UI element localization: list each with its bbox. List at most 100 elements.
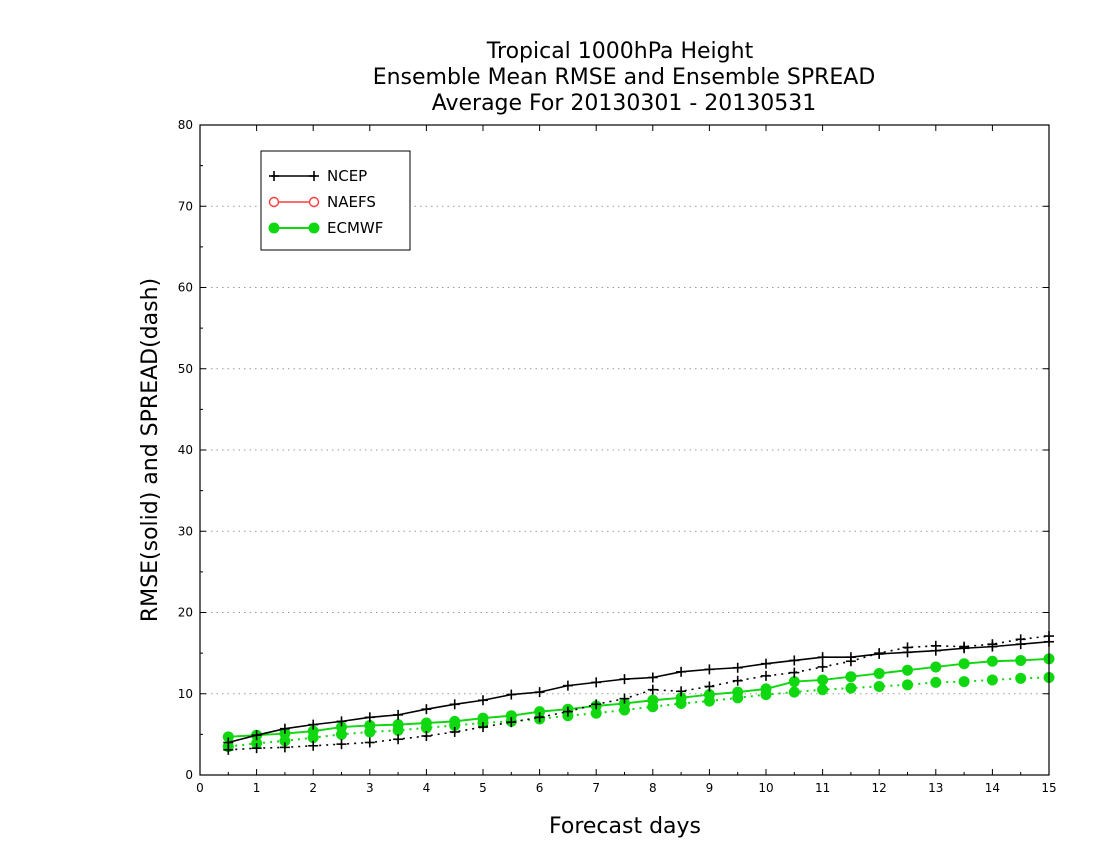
series-ecmwf-rmse-point-26 [958,658,970,670]
series-ecmwf-rmse-line [228,657,1050,738]
series-ecmwf-rmse-point-8 [449,715,461,727]
series-ecmwf-spread-point-24 [902,679,913,691]
series-ncep-rmse-point-25 [930,645,941,656]
series-ncep-spread-point-6 [393,734,404,745]
x-tick-label-4: 4 [423,781,431,795]
y-axis-label: RMSE(solid) and SPREAD(dash) [138,278,163,622]
series-ncep-rmse-point-10 [506,689,517,700]
y-tick-label-0: 0 [185,768,193,782]
chart-title-line-1: Tropical 1000hPa Height [486,39,754,64]
x-tick-label-12: 12 [872,781,887,795]
series-ncep-rmse-point-27 [987,641,998,652]
x-tick-label-0: 0 [196,781,204,795]
x-tick-label-14: 14 [985,781,1000,795]
legend-marker-right-ncep [309,171,319,181]
x-tick-label-3: 3 [366,781,374,795]
series-ncep-rmse-point-2 [279,723,290,734]
x-tick-label-15: 15 [1041,781,1056,795]
series-ecmwf-spread-point-20 [788,686,800,698]
series-ncep-spread-point-3 [308,740,319,751]
series-ecmwf-rmse-point-6 [392,719,404,731]
legend-marker-right-naefs [308,196,320,208]
legend-entry-ncep: NCEP [269,167,367,185]
series-ncep-rmse-point-19 [761,658,771,669]
legend-entry-naefs: NAEFS [268,193,376,211]
series-ecmwf-spread-point-28 [1015,672,1027,684]
series-ecmwf-rmse-point-24 [902,664,913,676]
series-ncep-spread-point-10 [506,717,517,728]
series-ecmwf-spread-point-27 [986,674,998,686]
series-ecmwf-spread-point-22 [845,682,857,694]
series-ecmwf-rmse-point-15 [647,694,659,706]
series-ncep-rmse-point-8 [449,699,460,710]
series-ncep-rmse-point-4 [336,716,347,727]
series-ecmwf-rmse-point-23 [873,667,885,679]
x-tick-label-5: 5 [479,781,487,795]
series-ncep-rmse-point-0 [223,737,234,748]
y-tick-label-20: 20 [178,606,193,620]
y-tick-label-30: 30 [178,524,193,538]
series-ncep-rmse-point-28 [1015,639,1026,650]
y-tick-label-60: 60 [178,281,193,295]
x-axis-label: Forecast days [549,814,701,839]
series-ncep-rmse-point-5 [364,712,375,723]
series-ncep-rmse-point-23 [874,648,885,659]
series-ncep-spread-point-8 [449,726,460,737]
series-ncep-rmse-point-22 [845,652,856,663]
series-ncep-rmse-point-18 [732,662,743,673]
series-ncep-spread-point-18 [732,675,743,686]
x-tick-label-9: 9 [706,781,714,795]
series-ecmwf-rmse-point-19 [760,683,772,695]
x-tick-label-1: 1 [253,781,261,795]
y-tick-label-80: 80 [178,118,193,132]
legend-marker-left-ncep [269,171,279,181]
series-ncep-spread-point-12 [562,706,573,717]
series-ncep-spread-point-19 [761,670,771,681]
legend-box [260,150,411,251]
series-ecmwf-spread-point-23 [873,680,885,692]
series-ncep-spread-point-20 [789,667,800,678]
legend-label-ecmwf: ECMWF [327,219,383,237]
legend-marker-left-ecmwf [268,222,280,234]
series-ncep-spread-point-14 [619,693,630,704]
y-tick-label-70: 70 [178,199,193,213]
series-ncep-rmse-point-6 [393,709,404,720]
x-tick-label-2: 2 [309,781,317,795]
legend-entry-ecmwf: ECMWF [268,219,383,237]
series-ncep-rmse-point-20 [789,655,800,666]
series-ncep-spread-point-4 [336,739,347,750]
series-ncep-spread-point-11 [534,712,545,723]
legend-marker-left-naefs [268,196,280,208]
x-axis-ticks: 0 1 2 3 4 5 6 7 8 9 10 11 12 13 14 15 [196,125,1057,795]
series-ncep-rmse-point-26 [959,643,970,654]
series-ecmwf-rmse-point-27 [986,655,998,667]
series-ncep-spread-point-16 [676,686,687,697]
series-ncep-rmse-point-15 [647,672,658,683]
x-tick-label-11: 11 [815,781,830,795]
y-axis-ticks: 0 10 20 30 40 50 60 70 80 [178,118,1049,782]
series-ncep-rmse-point-7 [421,704,432,715]
x-tick-label-8: 8 [649,781,657,795]
chart-title-line-2: Ensemble Mean RMSE and Ensemble SPREAD [373,65,876,90]
series-ncep-spread-point-5 [364,737,375,748]
series-ncep-rmse-point-11 [534,687,545,698]
x-tick-label-13: 13 [928,781,943,795]
chart-title-line-3: Average For 20130301 - 20130531 [432,91,817,116]
series-ncep-spread-line [228,635,1050,751]
series-ncep-rmse-point-1 [251,730,262,741]
series-ncep-spread-point-21 [817,661,828,672]
series-ecmwf-spread-line [228,676,1050,748]
x-tick-label-7: 7 [592,781,600,795]
series-ecmwf-spread-point-21 [817,684,829,696]
legend-label-ncep: NCEP [327,167,367,185]
y-tick-label-40: 40 [178,443,193,457]
series-ncep [223,631,1054,755]
series-ecmwf-rmse-point-28 [1015,654,1027,666]
series-ncep-rmse-point-16 [676,666,687,677]
series-ncep-rmse-point-13 [591,677,602,688]
y-tick-label-50: 50 [178,362,193,376]
series-ecmwf-spread-point-25 [930,676,942,688]
series-ncep-rmse-point-17 [704,664,715,675]
x-tick-label-6: 6 [536,781,544,795]
